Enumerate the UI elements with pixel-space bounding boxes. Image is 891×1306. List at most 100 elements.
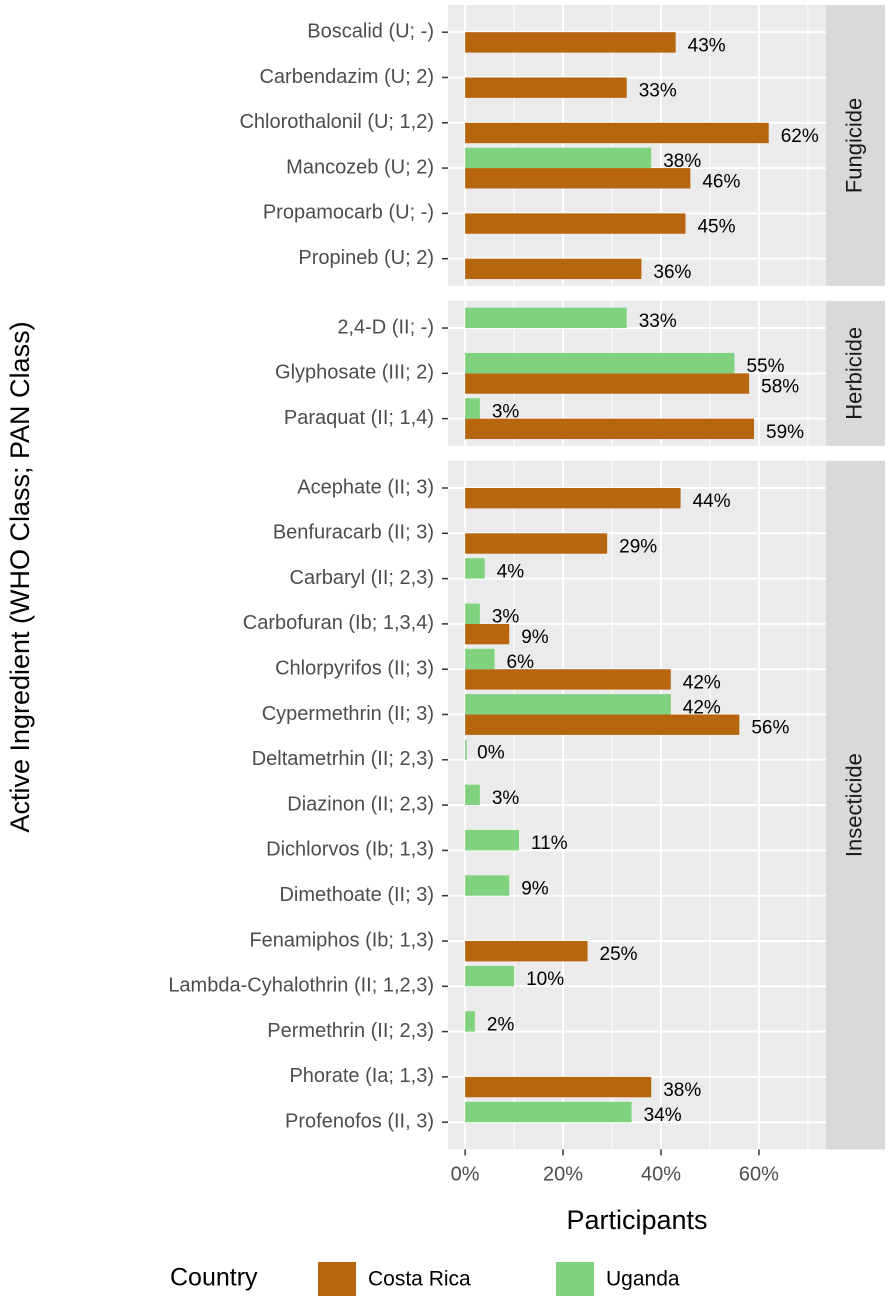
- y-tick-label: Permethrin (II; 2,3): [267, 1020, 434, 1042]
- y-tick-label: Boscalid (U; -): [307, 20, 434, 42]
- value-label: 44%: [693, 491, 731, 512]
- y-tick-label: Diazinon (II; 2,3): [287, 793, 434, 815]
- bar: [465, 694, 671, 715]
- bar: [465, 77, 627, 98]
- value-label: 38%: [663, 1080, 701, 1101]
- x-tick-label: 40%: [641, 1164, 681, 1186]
- bar: [465, 603, 480, 624]
- y-tick-label: Benfuracarb (II; 3): [273, 522, 434, 544]
- bar: [465, 147, 652, 169]
- bar: [465, 739, 467, 760]
- y-tick-label: Cypermethrin (II; 3): [262, 703, 434, 725]
- bar: [465, 32, 676, 53]
- bar: [465, 122, 769, 144]
- y-tick-label: Paraquat (II; 1,4): [284, 407, 434, 429]
- y-tick-label: Deltametrhin (II; 2,3): [252, 748, 434, 770]
- bar: [465, 1101, 632, 1123]
- strip-background: [826, 5, 885, 286]
- bar: [465, 965, 515, 987]
- bar: [465, 533, 608, 554]
- value-label: 46%: [702, 171, 740, 192]
- value-label: 9%: [521, 879, 549, 900]
- bar: [465, 213, 686, 234]
- bar: [465, 373, 750, 394]
- y-tick-label: Propineb (U; 2): [298, 247, 434, 269]
- value-label: 11%: [531, 833, 568, 854]
- x-tick-label: 0%: [451, 1164, 480, 1186]
- y-axis-title: Active Ingredient (WHO Class; PAN Class): [5, 321, 35, 832]
- bar: [465, 1076, 652, 1098]
- value-label: 33%: [639, 311, 677, 332]
- y-tick-label: Chlorothalonil (U; 1,2): [239, 111, 434, 133]
- bar: [465, 398, 480, 419]
- bar: [465, 1011, 475, 1032]
- legend-swatch: [318, 1262, 356, 1296]
- x-tick-label: 60%: [739, 1164, 779, 1186]
- bar: [465, 623, 510, 645]
- y-tick-label: Propamocarb (U; -): [263, 202, 434, 224]
- bar: [465, 714, 740, 735]
- y-tick-label: Dichlorvos (Ib; 1,3): [266, 839, 434, 861]
- value-label: 6%: [507, 652, 535, 673]
- x-tick-label: 20%: [543, 1164, 583, 1186]
- value-label: 9%: [521, 627, 549, 648]
- bar: [465, 648, 495, 670]
- bar: [465, 941, 588, 962]
- value-label: 58%: [761, 377, 799, 398]
- value-label: 2%: [487, 1014, 515, 1035]
- y-tick-label: Lambda-Cyhalothrin (II; 1,2,3): [168, 975, 434, 997]
- bar: [465, 258, 642, 280]
- y-tick-label: Carbendazim (U; 2): [259, 66, 434, 88]
- x-axis-title: Participants: [566, 1205, 707, 1235]
- bar: [465, 830, 519, 851]
- strip-label: Fungicide: [841, 98, 866, 193]
- value-label: 3%: [492, 607, 520, 628]
- bar: [465, 875, 510, 896]
- y-tick-label: Carbaryl (II; 2,3): [290, 567, 434, 589]
- value-label: 56%: [751, 718, 789, 739]
- legend-label: Uganda: [606, 1268, 680, 1291]
- strip-label: Herbicide: [841, 327, 866, 420]
- value-label: 43%: [688, 35, 726, 56]
- bar: [465, 418, 755, 440]
- bar: [465, 669, 671, 690]
- bar: [465, 307, 627, 329]
- bar: [465, 488, 681, 509]
- value-label: 55%: [746, 356, 784, 377]
- y-tick-label: 2,4-D (II; -): [337, 316, 434, 338]
- value-label: 3%: [492, 788, 520, 809]
- value-label: 42%: [683, 697, 721, 718]
- value-label: 36%: [653, 262, 691, 283]
- strip-background: [826, 460, 885, 1150]
- value-label: 10%: [526, 969, 564, 990]
- y-tick-label: Carbofuran (Ib; 1,3,4): [243, 612, 434, 634]
- y-tick-label: Fenamiphos (Ib; 1,3): [249, 929, 434, 951]
- value-label: 4%: [497, 561, 525, 582]
- y-tick-label: Dimethoate (II; 3): [279, 884, 434, 906]
- value-label: 34%: [644, 1105, 682, 1126]
- strip-background: [826, 300, 885, 446]
- value-label: 0%: [477, 743, 505, 764]
- legend-label: Costa Rica: [368, 1268, 471, 1291]
- value-label: 25%: [600, 944, 638, 965]
- value-label: 62%: [781, 126, 819, 147]
- y-tick-label: Mancozeb (U; 2): [286, 156, 434, 178]
- value-label: 42%: [683, 672, 721, 693]
- y-tick-label: Phorate (Ia; 1,3): [289, 1065, 434, 1087]
- value-label: 59%: [766, 422, 804, 443]
- y-tick-label: Glyphosate (III; 2): [275, 362, 434, 384]
- value-label: 38%: [663, 151, 701, 172]
- bar: [465, 168, 691, 189]
- bar: [465, 352, 735, 374]
- y-tick-label: Chlorpyrifos (II; 3): [275, 657, 434, 679]
- bar: [465, 784, 480, 806]
- legend-swatch: [556, 1262, 594, 1296]
- value-label: 3%: [492, 401, 520, 422]
- value-label: 45%: [697, 217, 735, 238]
- y-tick-label: Acephate (II; 3): [297, 476, 434, 498]
- y-tick-label: Profenofos (II, 3): [285, 1110, 434, 1132]
- strip-label: Insecticide: [841, 753, 866, 857]
- legend-title: Country: [170, 1264, 258, 1292]
- value-label: 29%: [619, 537, 657, 558]
